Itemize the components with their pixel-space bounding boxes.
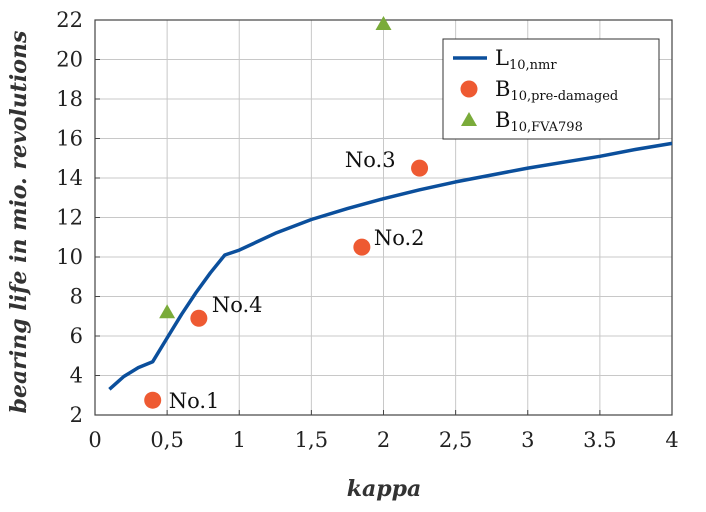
- x-tick-label: 1,5: [295, 428, 328, 452]
- x-axis-title: kappa: [347, 476, 422, 502]
- y-tick-label: 14: [56, 166, 83, 190]
- point-label: No.3: [345, 148, 396, 172]
- point-label: No.1: [169, 389, 220, 413]
- x-tick-label: 3.5: [583, 428, 616, 452]
- x-axis-ticks: 0 0,5 1 1,5 2 2,5 3 3.5 4: [88, 410, 679, 452]
- series-line-l10-nmr: [108, 141, 673, 391]
- y-axis-ticks: 2 4 6 8 10 12 14 16 18 20 22: [56, 8, 100, 427]
- legend-entry-label: B10,pre-damaged: [495, 77, 618, 104]
- fva798-point: [375, 15, 392, 30]
- legend-triangle-symbol: [461, 112, 477, 126]
- y-tick-label: 20: [56, 48, 83, 72]
- x-tick-label: 0: [88, 428, 101, 452]
- y-tick-label: 18: [56, 87, 83, 111]
- y-tick-label: 10: [56, 245, 83, 269]
- legend-entry-label: L10,nmr: [495, 46, 557, 73]
- data-marks: [108, 15, 673, 409]
- y-tick-label: 16: [56, 127, 83, 151]
- x-tick-label: 1: [233, 428, 246, 452]
- point-label: No.4: [212, 293, 263, 317]
- legend-entry-label: B10,FVA798: [495, 108, 583, 135]
- legend-circle-symbol: [460, 80, 478, 98]
- x-tick-label: 4: [665, 428, 678, 452]
- y-tick-label: 2: [70, 403, 83, 427]
- y-tick-label: 6: [70, 324, 83, 348]
- y-tick-label: 12: [56, 206, 83, 230]
- point-label: No.2: [374, 226, 425, 250]
- pre-damaged-point: [190, 309, 208, 327]
- x-tick-label: 2: [377, 428, 390, 452]
- x-tick-label: 3: [521, 428, 534, 452]
- y-tick-label: 4: [70, 364, 83, 388]
- y-tick-label: 8: [70, 285, 83, 309]
- point-annotations: No.1 No.2 No.3 No.4: [169, 148, 425, 413]
- pre-damaged-point: [144, 391, 162, 409]
- fva798-point: [159, 304, 176, 319]
- pre-damaged-point: [353, 238, 371, 256]
- x-tick-label: 0,5: [150, 428, 183, 452]
- legend-box: [442, 38, 660, 140]
- y-axis-title: bearing life in mio. revolutions: [6, 31, 32, 414]
- x-tick-label: 2,5: [439, 428, 472, 452]
- y-tick-label: 22: [56, 8, 83, 32]
- pre-damaged-point: [411, 159, 429, 177]
- legend: L10,nmr B10,pre-damaged B10,FVA798: [442, 38, 660, 140]
